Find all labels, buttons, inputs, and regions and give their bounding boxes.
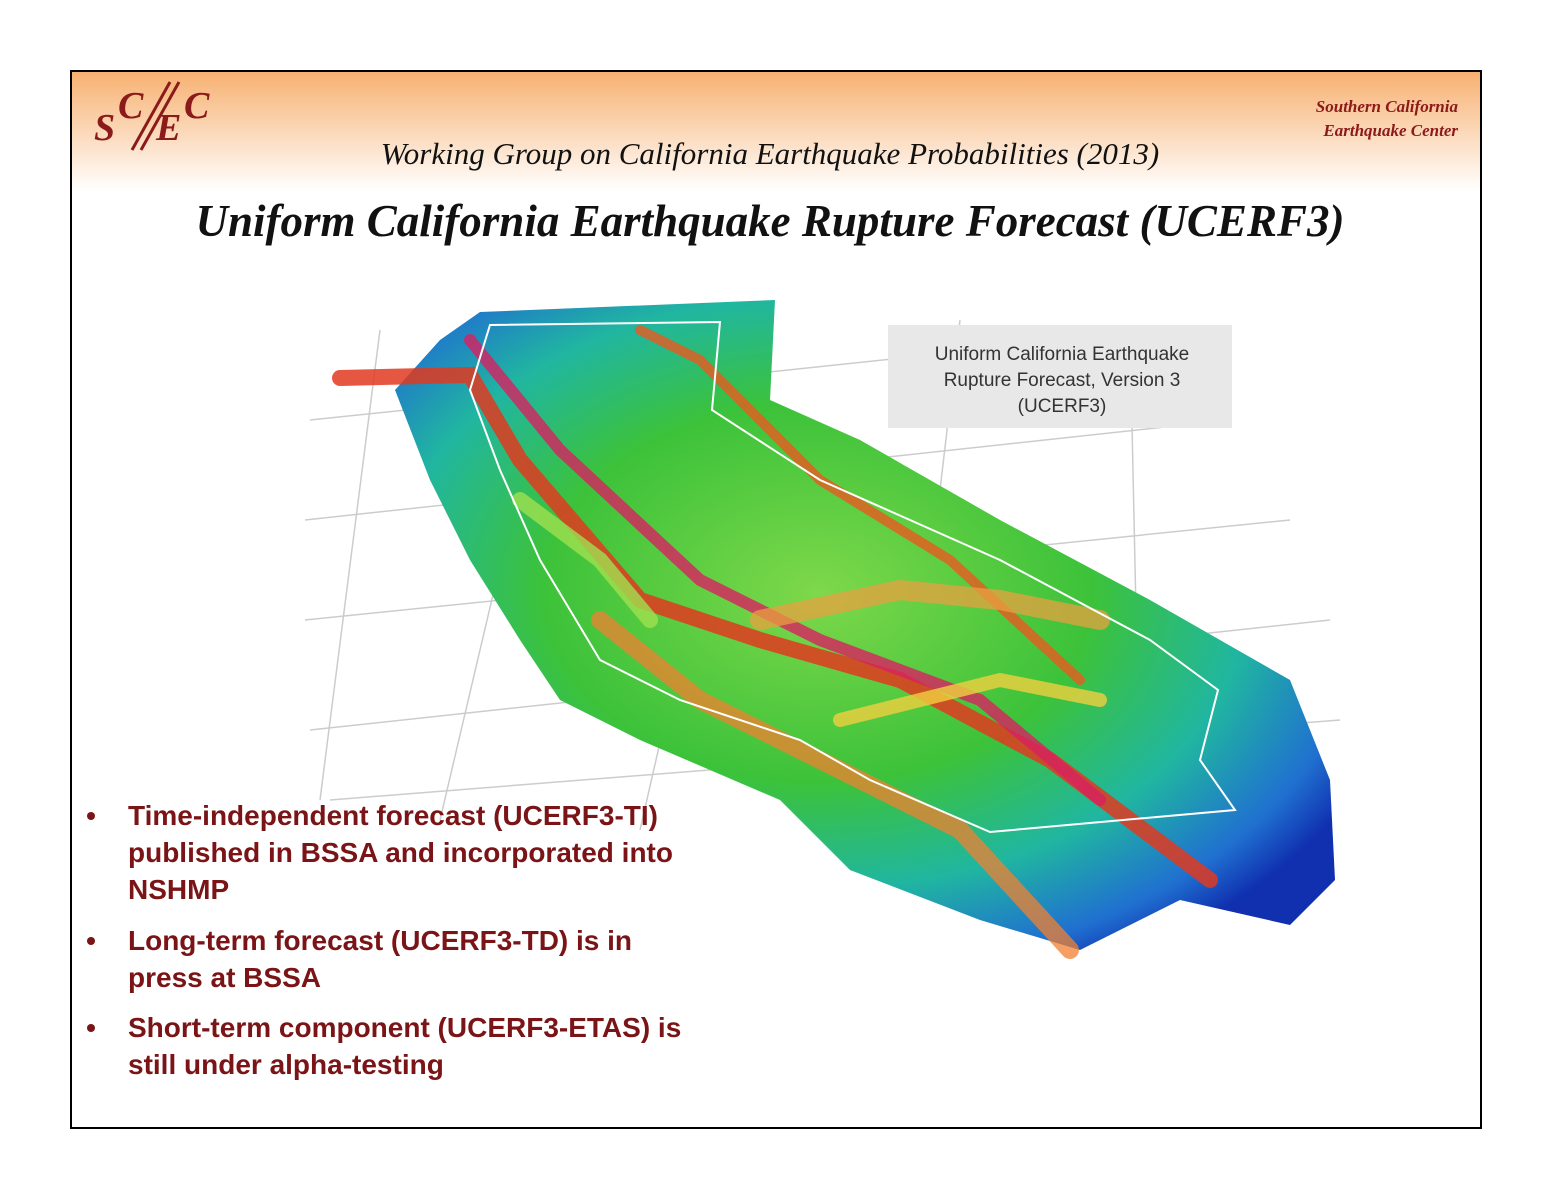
- bullet-text: press at BSSA: [128, 962, 321, 993]
- logo: S C E C: [94, 81, 210, 151]
- slide-frame: [70, 70, 1482, 1129]
- title: Uniform California Earthquake Rupture Fo…: [196, 196, 1345, 246]
- subtitle: Working Group on California Earthquake P…: [381, 136, 1159, 171]
- bullet-text: Short-term component (UCERF3-ETAS) is: [128, 1012, 681, 1043]
- state-border: [468, 320, 1237, 834]
- org-name: Southern California: [1316, 97, 1459, 116]
- logo-letter: C: [184, 85, 210, 127]
- map-label: Uniform California Earthquake: [935, 344, 1190, 365]
- logo-slash: [130, 81, 172, 151]
- header-band: [71, 71, 1481, 191]
- map-figure: Uniform California Earthquake Rupture Fo…: [304, 300, 1341, 959]
- org-name: Earthquake Center: [1322, 121, 1458, 140]
- bullet-text: published in BSSA and incorporated into: [128, 837, 673, 868]
- bullet-dot: [87, 1024, 95, 1032]
- bullet-text: NSHMP: [128, 874, 229, 905]
- map-label: (UCERF3): [1018, 396, 1107, 417]
- bullet-dot: [87, 812, 95, 820]
- logo-letter: C: [118, 85, 144, 127]
- logo-slash: [139, 81, 181, 151]
- bullet-text: Time-independent forecast (UCERF3-TI): [128, 800, 658, 831]
- logo-letter: S: [94, 107, 115, 149]
- bullet-text: Long-term forecast (UCERF3-TD) is in: [128, 925, 632, 956]
- map-label-box: [888, 325, 1232, 428]
- fault-lines: [332, 325, 1218, 959]
- bullet-text: still under alpha-testing: [128, 1049, 444, 1080]
- bullet-list: Time-independent forecast (UCERF3-TI) pub…: [87, 800, 681, 1080]
- map-label: Rupture Forecast, Version 3: [944, 370, 1181, 391]
- bullet-dot: [87, 937, 95, 945]
- logo-letter: E: [155, 107, 181, 149]
